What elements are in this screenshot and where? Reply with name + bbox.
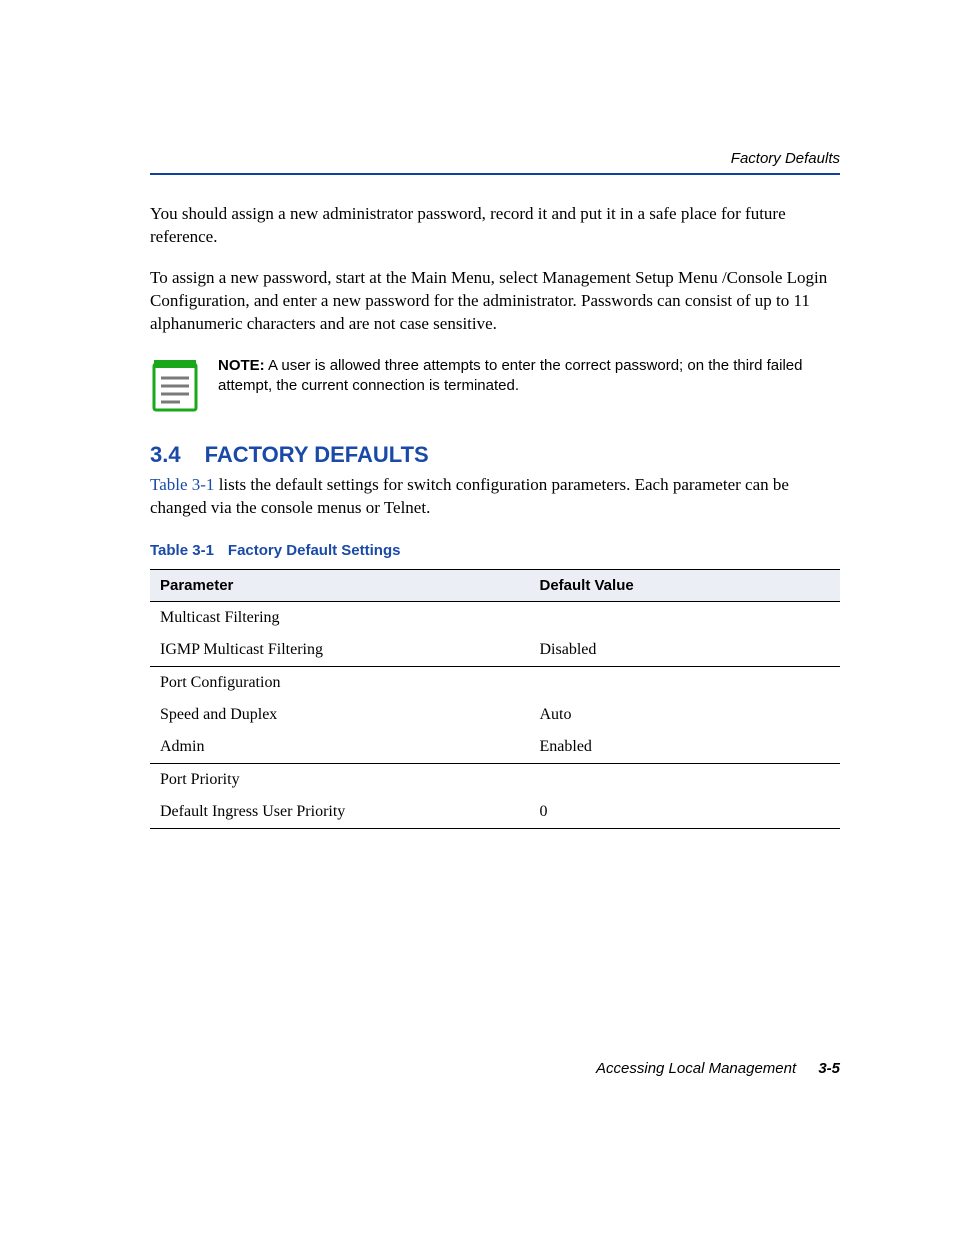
cell-default-value: Enabled: [530, 731, 841, 764]
body-paragraph-2: To assign a new password, start at the M…: [150, 267, 840, 336]
cell-parameter: IGMP Multicast Filtering: [150, 634, 530, 667]
cell-default-value: [530, 666, 841, 699]
factory-defaults-table: Parameter Default Value Multicast Filter…: [150, 569, 840, 829]
notepad-icon: [150, 354, 200, 414]
note-text: NOTE: A user is allowed three attempts t…: [218, 354, 840, 397]
section-intro: Table 3-1 lists the default settings for…: [150, 474, 840, 520]
section-intro-text: lists the default settings for switch co…: [150, 475, 789, 517]
section-title: FACTORY DEFAULTS: [205, 442, 429, 467]
col-parameter: Parameter: [150, 569, 530, 601]
page-footer: Accessing Local Management 3-5: [150, 1060, 840, 1077]
table-row: Port Priority: [150, 763, 840, 796]
col-default-value: Default Value: [530, 569, 841, 601]
table-caption-number: Table 3-1: [150, 542, 214, 559]
table-row: Speed and DuplexAuto: [150, 699, 840, 731]
note-block: NOTE: A user is allowed three attempts t…: [150, 354, 840, 414]
table-caption: Table 3-1 Factory Default Settings: [150, 542, 840, 559]
table-row: Default Ingress User Priority0: [150, 796, 840, 829]
running-header: Factory Defaults: [150, 150, 840, 175]
footer-page-number: 3-5: [818, 1060, 840, 1077]
cell-parameter: Port Priority: [150, 763, 530, 796]
table-row: Multicast Filtering: [150, 601, 840, 634]
cell-parameter: Speed and Duplex: [150, 699, 530, 731]
note-label: NOTE:: [218, 357, 265, 374]
cell-parameter: Admin: [150, 731, 530, 764]
table-body: Multicast FilteringIGMP Multicast Filter…: [150, 601, 840, 828]
table-caption-title: Factory Default Settings: [228, 542, 401, 559]
cell-parameter: Port Configuration: [150, 666, 530, 699]
section-heading: 3.4 FACTORY DEFAULTS: [150, 442, 840, 468]
cell-parameter: Multicast Filtering: [150, 601, 530, 634]
section-number: 3.4: [150, 442, 181, 467]
footer-chapter-title: Accessing Local Management: [596, 1060, 796, 1077]
table-row: Port Configuration: [150, 666, 840, 699]
cell-default-value: Auto: [530, 699, 841, 731]
page-content: Factory Defaults You should assign a new…: [150, 150, 840, 829]
cell-default-value: [530, 763, 841, 796]
cell-default-value: 0: [530, 796, 841, 829]
table-crossref[interactable]: Table 3-1: [150, 475, 214, 494]
table-header-row: Parameter Default Value: [150, 569, 840, 601]
cell-parameter: Default Ingress User Priority: [150, 796, 530, 829]
table-row: IGMP Multicast FilteringDisabled: [150, 634, 840, 667]
note-body: A user is allowed three attempts to ente…: [218, 357, 802, 394]
cell-default-value: Disabled: [530, 634, 841, 667]
cell-default-value: [530, 601, 841, 634]
table-row: AdminEnabled: [150, 731, 840, 764]
body-paragraph-1: You should assign a new administrator pa…: [150, 203, 840, 249]
